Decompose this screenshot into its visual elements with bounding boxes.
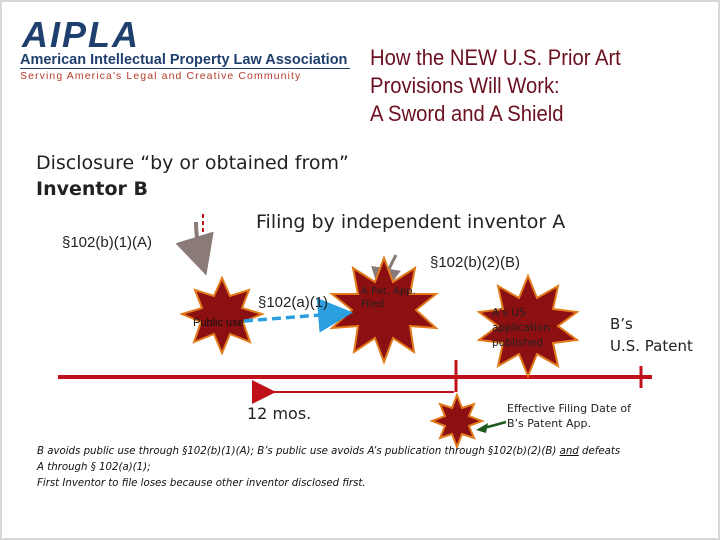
effective-filing-date-label: Effective Filing Date of B’s Patent App. (507, 401, 631, 431)
filing-label: Filing by independent inventor A (256, 211, 566, 233)
a-us-line-3: published (492, 337, 544, 349)
effective-filing-date-burst (429, 392, 485, 450)
section-102a1-label: §102(a)(1) (258, 294, 329, 311)
caption-line-1-a: B avoids public use through §102(b)(1)(A… (37, 446, 557, 457)
logo-organization-name: American Intellectual Property Law Assoc… (20, 52, 348, 68)
a-pat-app-line-2: Filed (361, 299, 385, 310)
a-patent-application-burst (329, 255, 439, 365)
slide-title: How the NEW U.S. Prior Art Provisions Wi… (370, 44, 683, 128)
caption-and-underlined: and (559, 446, 579, 457)
title-line-2: Provisions Will Work: (370, 73, 560, 98)
b-patent-line-2: U.S. Patent (610, 337, 693, 355)
title-line-3: A Sword and A Shield (370, 101, 564, 126)
caption-line-1-b: defeats (582, 446, 621, 457)
logo-divider (20, 68, 350, 69)
public-use-label: Public use (193, 317, 244, 329)
a-pat-app-line-1: A Pat. App. (361, 286, 416, 297)
diagram-caption: B avoids public use through §102(b)(1)(A… (37, 444, 717, 492)
caption-line-1: B avoids public use through §102(b)(1)(A… (37, 444, 717, 460)
a-us-line-2: application (492, 322, 550, 334)
a-us-publication-burst (476, 273, 580, 379)
public-use-burst (179, 275, 265, 356)
caption-line-3: First Inventor to file loses because oth… (37, 478, 366, 489)
effective-date-pointer (476, 420, 507, 433)
b-patent-label: B’s U.S. Patent (610, 313, 693, 357)
disclosure-arrow (175, 221, 214, 276)
a-us-line-1: A’s US (492, 307, 526, 319)
title-line-1: How the NEW U.S. Prior Art (370, 45, 621, 70)
twelve-months-label: 12 mos. (247, 404, 312, 423)
twelve-month-span (252, 360, 458, 404)
section-102b1a-label: §102(b)(1)(A) (62, 234, 153, 251)
effective-line-2: B’s Patent App. (507, 417, 591, 430)
disclosure-label-line-2: Inventor B (36, 178, 148, 200)
disclosure-label-line-1: Disclosure “by or obtained from” (36, 152, 349, 174)
a-us-publication-label: A’s US application published (492, 306, 550, 351)
green-arrow-head (476, 423, 488, 433)
b-patent-line-1: B’s (610, 315, 633, 333)
aipla-logo: AIPLA (22, 14, 140, 55)
a-patent-application-label: A Pat. App. Filed (361, 285, 416, 311)
caption-line-2: A through § 102(a)(1); (37, 462, 151, 473)
section-102b2b-label: §102(b)(2)(B) (430, 254, 521, 271)
green-arrow-shaft (483, 420, 507, 430)
logo-tagline: Serving America's Legal and Creative Com… (20, 70, 302, 82)
public-use-to-filing-arrow (243, 297, 353, 333)
effective-line-1: Effective Filing Date of (507, 402, 632, 415)
timeline (58, 366, 652, 388)
